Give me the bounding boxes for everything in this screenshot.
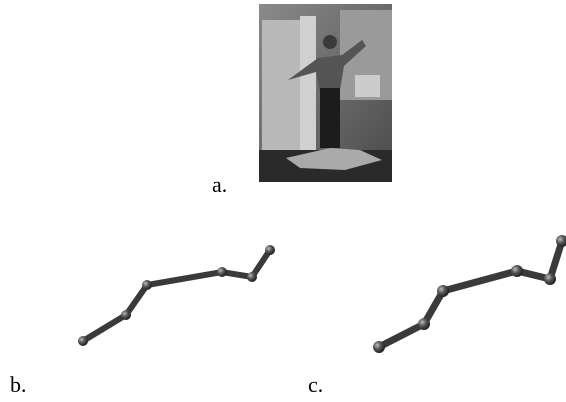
label-b: b. — [10, 372, 27, 397]
photo — [259, 4, 392, 182]
label-a: a. — [212, 172, 227, 197]
joints-c — [373, 235, 566, 353]
joints-b — [78, 245, 275, 346]
skeleton-chain-c — [375, 237, 566, 351]
skeleton-chain-b — [80, 247, 273, 344]
label-c: c. — [308, 372, 323, 397]
